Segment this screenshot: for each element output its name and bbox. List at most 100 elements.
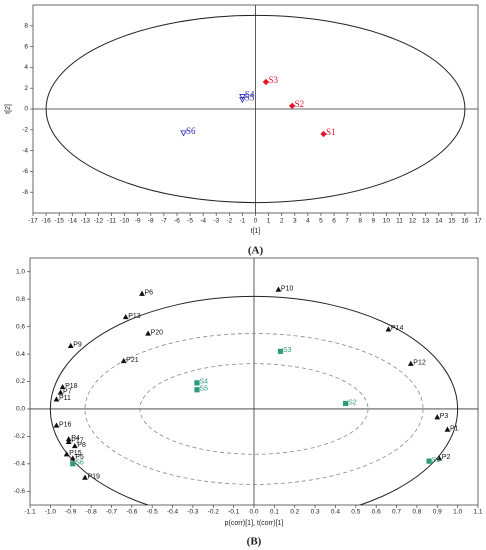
x-tick-label: -0.8 <box>85 509 97 516</box>
panel-title: (B) <box>247 536 262 548</box>
point <box>194 387 200 393</box>
point <box>82 474 88 480</box>
x-tick-label: -7 <box>161 218 167 225</box>
x-tick-label: 1 <box>267 218 271 225</box>
point-label: P16 <box>59 421 72 428</box>
x-tick-label: 10 <box>383 218 391 225</box>
point <box>385 326 392 332</box>
y-tick-label: 0.8 <box>16 296 25 303</box>
point <box>320 130 327 138</box>
x-tick-label: 1.0 <box>453 509 462 516</box>
point <box>407 360 414 366</box>
x-tick-label: 13 <box>422 218 430 225</box>
point-label: P5 <box>75 454 84 461</box>
x-tick-label: 12 <box>409 218 417 225</box>
x-tick-label: -12 <box>94 218 104 225</box>
point <box>120 357 127 364</box>
point <box>194 380 200 386</box>
point-label: S2 <box>348 399 357 406</box>
plot-area <box>30 258 478 505</box>
ellipse <box>49 295 459 505</box>
point-label: P2 <box>442 454 451 461</box>
point <box>59 383 66 390</box>
x-tick-label: -0.9 <box>65 509 77 516</box>
panel-title: (A) <box>248 245 264 257</box>
ellipse <box>84 333 424 485</box>
x-tick-label: -6 <box>174 218 180 225</box>
y-tick-label: 0 <box>24 106 28 113</box>
y-tick-label: 1.0 <box>16 268 25 275</box>
point-label: P19 <box>87 473 100 480</box>
x-tick-label: -9 <box>135 218 141 225</box>
x-tick-label: 0.8 <box>412 509 421 516</box>
y-axis-label: t[2] <box>5 104 12 114</box>
x-tick-label: -0.7 <box>106 509 118 516</box>
y-tick-label: -2 <box>22 127 28 134</box>
point <box>53 396 60 402</box>
x-tick-label: -10 <box>120 218 130 225</box>
x-tick-label: -14 <box>68 218 78 225</box>
x-tick-label: -0.1 <box>228 509 240 516</box>
x-tick-label: 0.0 <box>249 509 258 516</box>
x-tick-label: -13 <box>81 218 91 225</box>
point <box>426 458 432 464</box>
x-tick-label: 14 <box>435 218 443 225</box>
point-label: P6 <box>145 290 154 297</box>
x-tick-label: 0.9 <box>433 509 442 516</box>
x-tick-label: -16 <box>41 218 51 225</box>
point <box>262 78 270 86</box>
point-label: S3 <box>283 347 292 354</box>
point <box>180 130 187 137</box>
x-tick-label: 0.3 <box>311 509 320 516</box>
point <box>67 342 74 348</box>
x-tick-label: 6 <box>332 218 336 225</box>
point-label: P3 <box>440 413 449 420</box>
point-label: P9 <box>73 342 82 349</box>
x-tick-label: 5 <box>319 218 323 225</box>
point <box>145 330 151 336</box>
point <box>275 286 282 292</box>
point-label: S1 <box>326 127 336 137</box>
y-tick-label: 0.2 <box>16 378 25 385</box>
point-label: P21 <box>126 357 139 364</box>
point-label: P8 <box>77 442 86 449</box>
x-tick-label: 15 <box>448 218 456 225</box>
y-tick-label: -4 <box>22 147 28 154</box>
point <box>288 102 296 110</box>
point <box>444 426 451 432</box>
point-label: P18 <box>65 383 78 390</box>
x-tick-label: 3 <box>293 218 297 225</box>
x-tick-label: -5 <box>187 218 193 225</box>
x-tick-label: 0.4 <box>331 509 340 516</box>
point <box>69 455 76 461</box>
point-label: P20 <box>151 329 164 336</box>
point <box>436 455 443 461</box>
x-tick-label: -3 <box>213 218 219 225</box>
x-tick-label: -15 <box>54 218 64 225</box>
x-tick-label: -0.6 <box>126 509 138 516</box>
y-tick-label: 8 <box>24 23 28 30</box>
x-tick-label: 0.5 <box>351 509 360 516</box>
point-label: S5 <box>245 93 255 103</box>
x-tick-label: 0.1 <box>270 509 279 516</box>
point-label: S4 <box>245 90 255 100</box>
x-tick-label: -17 <box>28 218 38 225</box>
point-label: S2 <box>295 99 305 109</box>
point <box>122 313 129 320</box>
x-tick-label: 4 <box>306 218 310 225</box>
x-tick-label: 1.1 <box>473 509 482 516</box>
point-label: P1 <box>450 425 459 432</box>
y-tick-label: -6 <box>22 168 28 175</box>
y-tick-label: -8 <box>22 189 28 196</box>
x-tick-label: -0.4 <box>167 509 179 516</box>
point-label: P13 <box>128 313 141 320</box>
y-tick-label: 0.0 <box>16 406 25 413</box>
x-tick-label: 9 <box>371 218 375 225</box>
x-tick-label: 8 <box>358 218 362 225</box>
x-tick-label: 16 <box>461 218 469 225</box>
x-tick-label: 17 <box>474 218 482 225</box>
point <box>139 290 145 296</box>
point-label: P15 <box>69 450 82 457</box>
point <box>343 400 349 407</box>
x-tick-label: 7 <box>345 218 349 225</box>
